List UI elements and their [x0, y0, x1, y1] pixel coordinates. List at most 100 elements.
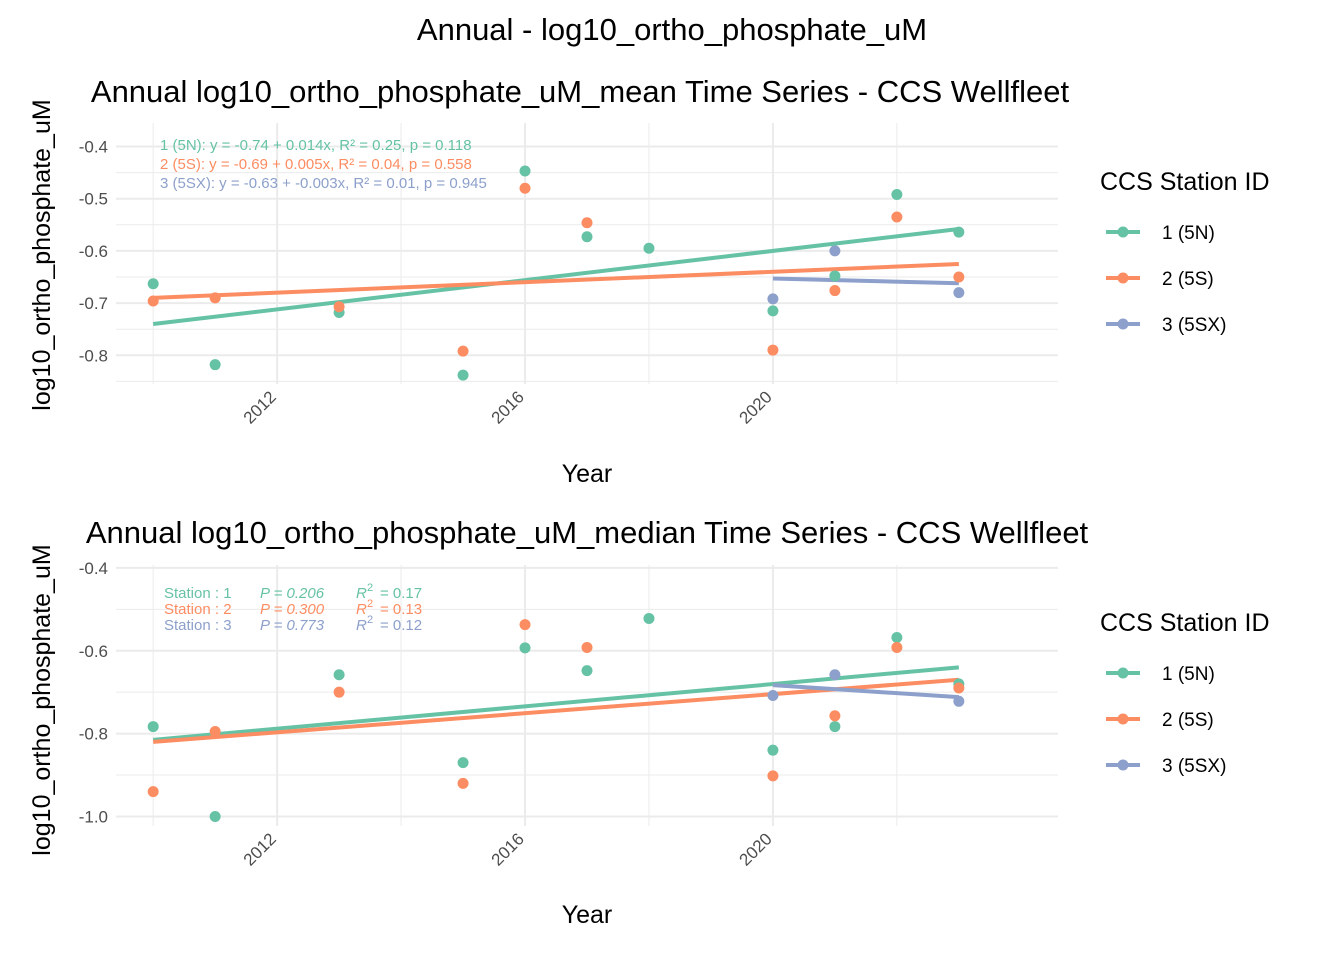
regression-annotations-mean: 1 (5N): y = -0.74 + 0.014x, R² = 0.25, p…: [160, 137, 487, 192]
data-point-2-5s: [147, 786, 159, 798]
legend-label: 3 (5SX): [1162, 756, 1226, 777]
trend-line-1-5n: [152, 226, 960, 326]
y-tick-labels-median: -1.0 -0.8 -0.6 -0.4: [79, 559, 108, 827]
legend-title-median: CCS Station ID: [1100, 609, 1270, 637]
grid-mean: [116, 123, 1058, 384]
data-point-2-5s: [953, 271, 965, 283]
data-point-2-5s: [209, 292, 221, 304]
stat-r2-superscript: 2: [367, 614, 373, 626]
data-point-2-5s: [767, 344, 779, 356]
x-tick-label: 2016: [488, 829, 528, 869]
stat-r2-value: = 0.17: [380, 585, 422, 602]
y-tick-label: -0.8: [79, 725, 108, 744]
regression-annotation: 1 (5N): y = -0.74 + 0.014x, R² = 0.25, p…: [160, 137, 472, 154]
data-point-1-5n: [519, 165, 531, 177]
data-point-1-5n: [953, 226, 965, 238]
data-point-2-5s: [829, 285, 841, 297]
data-point-1-5n: [891, 632, 903, 643]
stat-annotation: Station : 2 P = 0.300 R 2 = 0.13: [164, 598, 422, 618]
data-point-1-5n: [891, 189, 903, 201]
stat-r2-value: = 0.13: [380, 601, 422, 618]
y-tick-label: -0.5: [79, 190, 108, 209]
data-point-1-5n: [457, 757, 469, 769]
data-point-2-5s: [581, 217, 593, 229]
stat-r2-superscript: 2: [367, 582, 373, 594]
legend-label: 1 (5N): [1162, 664, 1215, 685]
legend-key-point: [1117, 667, 1129, 679]
data-point-3-5sx: [953, 695, 965, 707]
panel-mean: 1 (5N): y = -0.74 + 0.014x, R² = 0.25, p…: [28, 74, 1270, 488]
legend-key-point: [1117, 226, 1129, 238]
y-tick-label: -0.4: [79, 559, 108, 578]
legend-key-point: [1117, 713, 1129, 725]
panel-title-median: Annual log10_ortho_phosphate_uM_median T…: [86, 515, 1089, 550]
stat-r2-symbol: R: [356, 585, 367, 602]
y-tick-label: -0.7: [79, 294, 108, 313]
legend-item-3-5sx: 3 (5SX): [1106, 756, 1226, 777]
figure-title: Annual - log10_ortho_phosphate_uM: [417, 12, 927, 47]
legend-label: 2 (5S): [1162, 710, 1214, 731]
stat-station-label: Station : 1: [164, 585, 232, 602]
legend-item-2-5s: 2 (5S): [1106, 269, 1214, 290]
trend-line-2-5s: [153, 261, 959, 300]
trend-lines-median: [153, 665, 960, 744]
data-point-3-5sx: [767, 293, 779, 305]
x-tick-label: 2016: [488, 387, 528, 427]
legend-mean: CCS Station ID 1 (5N) 2 (5S) 3 (5SX): [1100, 168, 1270, 336]
legend-median: CCS Station ID 1 (5N) 2 (5S) 3 (5SX): [1100, 609, 1270, 777]
stat-annotation: Station : 3 P = 0.773 R 2 = 0.12: [164, 614, 422, 634]
data-point-3-5sx: [767, 690, 779, 701]
data-point-1-5n: [643, 242, 655, 254]
panel-median: Station : 1 P = 0.206 R 2 = 0.17 Station : 2 P…: [28, 515, 1270, 929]
data-point-3-5sx: [829, 245, 841, 257]
trend-line-3-5sx: [772, 683, 959, 700]
regression-annotations-median: Station : 1 P = 0.206 R 2 = 0.17 Station : 2 P…: [164, 582, 422, 634]
data-point-1-5n: [147, 278, 159, 290]
y-tick-label: -0.4: [79, 137, 108, 156]
data-point-2-5s: [333, 686, 345, 698]
data-point-1-5n: [581, 231, 593, 243]
x-axis-label-median: Year: [562, 901, 613, 929]
data-point-3-5sx: [953, 287, 965, 299]
regression-annotation: 2 (5S): y = -0.69 + 0.005x, R² = 0.04, p…: [160, 156, 472, 173]
data-points-median: [147, 612, 965, 822]
data-point-2-5s: [767, 770, 779, 782]
data-point-2-5s: [953, 682, 965, 694]
stat-r2-value: = 0.12: [380, 617, 422, 634]
x-tick-labels-median: 2012 2016 2020: [240, 829, 776, 869]
stat-r2-symbol: R: [356, 601, 367, 618]
trend-line-3-5sx: [772, 276, 959, 286]
data-point-1-5n: [209, 810, 221, 822]
data-point-2-5s: [829, 710, 841, 722]
data-point-2-5s: [457, 345, 469, 357]
data-point-2-5s: [209, 726, 221, 738]
data-point-2-5s: [581, 641, 593, 653]
y-tick-label: -0.8: [79, 346, 108, 365]
x-axis-label-mean: Year: [562, 460, 613, 488]
data-point-3-5sx: [829, 669, 841, 681]
data-point-1-5n: [829, 721, 841, 733]
stat-station-label: Station : 3: [164, 617, 232, 634]
data-point-1-5n: [767, 305, 779, 317]
stat-p-value: P = 0.206: [260, 585, 325, 602]
stat-station-label: Station : 2: [164, 601, 232, 618]
stat-p-value: P = 0.300: [260, 601, 325, 618]
data-point-2-5s: [457, 777, 469, 789]
legend-item-1-5n: 1 (5N): [1106, 664, 1215, 685]
data-point-2-5s: [333, 301, 345, 313]
legend-item-3-5sx: 3 (5SX): [1106, 315, 1226, 336]
legend-label: 1 (5N): [1162, 223, 1215, 244]
legend-label: 3 (5SX): [1162, 315, 1226, 336]
data-point-1-5n: [457, 369, 469, 381]
y-tick-labels-mean: -0.8 -0.7 -0.6 -0.5 -0.4: [79, 137, 108, 365]
data-point-1-5n: [147, 721, 159, 733]
data-point-2-5s: [891, 211, 903, 223]
data-point-1-5n: [829, 270, 841, 282]
legend-item-1-5n: 1 (5N): [1106, 223, 1215, 244]
y-axis-label-mean: log10_ortho_phosphate_uM: [28, 99, 56, 410]
data-point-2-5s: [519, 619, 531, 631]
trend-lines-mean: [152, 226, 960, 326]
legend-item-2-5s: 2 (5S): [1106, 710, 1214, 731]
data-point-1-5n: [767, 744, 779, 756]
data-point-1-5n: [581, 665, 593, 677]
